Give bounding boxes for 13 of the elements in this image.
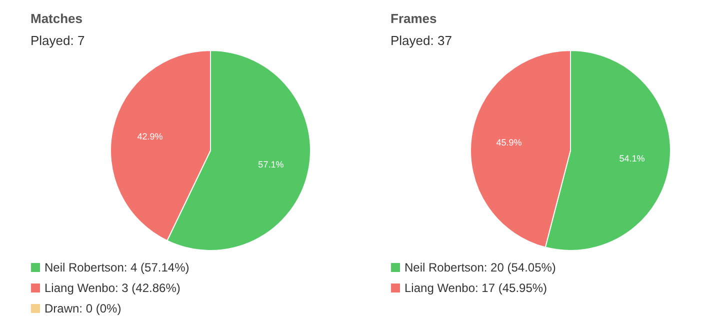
data-label: 42.9% [137, 132, 163, 142]
legend-label: Neil Robertson: 20 (54.05%) [404, 260, 556, 274]
chart-subtitle: Played: 7 [30, 33, 85, 48]
legend-label: Liang Wenbo: 17 (45.95%) [404, 281, 548, 295]
data-label: 57.1% [258, 159, 284, 170]
legend-label: Neil Robertson: 4 (57.14%) [44, 260, 190, 274]
legend-label: Drawn: 0 (0%) [44, 302, 122, 316]
chart-title: Frames [390, 11, 437, 26]
chart-title: Matches [30, 11, 83, 26]
chart-subtitle: Played: 37 [390, 33, 452, 48]
data-label: 54.1% [619, 153, 645, 164]
data-label: 45.9% [496, 138, 522, 148]
legend-label: Liang Wenbo: 3 (42.86%) [44, 281, 180, 295]
